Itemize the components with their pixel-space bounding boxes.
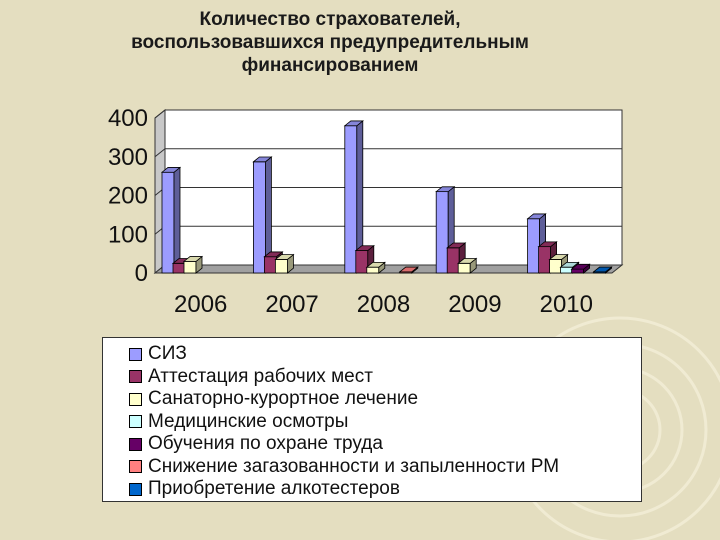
x-tick-label: 2006 xyxy=(174,291,227,318)
bar xyxy=(160,166,182,274)
bar-top xyxy=(398,266,419,273)
y-tick-label: 100 xyxy=(108,221,148,248)
bar-top xyxy=(559,261,580,268)
bar xyxy=(457,257,478,274)
gridline xyxy=(154,148,622,158)
bar-top xyxy=(274,254,295,260)
bar xyxy=(343,120,364,274)
chart-title: Количество страхователей, воспользовавши… xyxy=(60,8,600,77)
bar-front xyxy=(172,262,186,274)
bar-top xyxy=(354,245,375,251)
y-tick-label: 400 xyxy=(108,105,148,132)
bar xyxy=(365,261,386,274)
bar-front xyxy=(435,191,449,274)
y-tick-label: 300 xyxy=(108,144,148,171)
legend-label: Санаторно-курортное лечение xyxy=(148,388,419,410)
x-tick-label: 2007 xyxy=(265,291,318,318)
y-tick-label: 200 xyxy=(108,183,148,210)
bar-front xyxy=(549,259,562,274)
chart-title-line-3: финансированием xyxy=(241,55,419,76)
legend-item: Обучения по охране труда xyxy=(129,433,641,456)
legend-swatch xyxy=(129,415,142,429)
bar-top xyxy=(365,261,386,268)
legend-swatch xyxy=(129,347,142,361)
legend-label: Приобретение алкотестеров xyxy=(148,478,400,500)
gridline xyxy=(154,109,622,119)
bar xyxy=(354,244,375,274)
bar xyxy=(592,266,613,274)
bar-top xyxy=(548,254,569,260)
bar-front xyxy=(263,256,277,274)
bar-front xyxy=(571,268,584,274)
legend-swatch xyxy=(129,437,142,451)
bar-top xyxy=(457,258,478,264)
bar-front xyxy=(560,266,573,274)
legend-item: СИЗ xyxy=(129,343,641,366)
chart-title-line-1: Количество страхователей, xyxy=(199,9,461,30)
x-tick-label: 2009 xyxy=(448,291,501,318)
bar-top xyxy=(343,120,364,127)
bar-top xyxy=(592,266,613,273)
bar xyxy=(398,266,419,274)
legend-label: Аттестация рабочих мест xyxy=(148,365,373,387)
bar-front xyxy=(366,266,380,274)
legend-label: СИЗ xyxy=(148,343,187,365)
legend-label: Медицинские осмотры xyxy=(148,410,349,432)
bar xyxy=(252,156,273,274)
bar-front xyxy=(355,250,369,274)
legend-label: Снижение загазованности и запыленности Р… xyxy=(148,455,560,477)
chart-title-line-2: воспользовавшихся предупредительным xyxy=(131,32,529,53)
bar-front xyxy=(274,259,288,274)
legend-swatch xyxy=(129,392,142,406)
bar xyxy=(570,263,591,274)
x-tick-label: 2010 xyxy=(540,291,593,318)
legend-item: Санаторно-курортное лечение xyxy=(129,388,641,411)
bar-front xyxy=(161,171,175,274)
bar xyxy=(182,255,204,274)
legend-item: Аттестация рабочих мест xyxy=(129,366,641,389)
legend-item: Медицинские осмотры xyxy=(129,411,641,434)
bar-top xyxy=(446,242,467,249)
legend-swatch xyxy=(129,460,142,474)
bar-top xyxy=(570,263,591,270)
bar-chart: 0 100 200 300 400 2006 2007 2008 2009 2010 xyxy=(108,105,624,318)
bar xyxy=(274,253,295,274)
bar-top xyxy=(263,251,284,258)
bar-front xyxy=(457,262,471,274)
y-tick-label: 0 xyxy=(135,260,148,287)
bar-front xyxy=(183,260,197,274)
chart-legend: СИЗ Аттестация рабочих мест Санаторно-куро… xyxy=(102,337,642,502)
bar-top xyxy=(160,167,182,173)
legend-item: Приобретение алкотестеров xyxy=(129,478,641,501)
x-tick-label: 2008 xyxy=(357,291,410,318)
legend-swatch xyxy=(129,482,142,496)
bar-top xyxy=(435,186,456,193)
bar-top xyxy=(182,256,204,262)
bar-front xyxy=(446,247,460,274)
legend-label: Обучения по охране труда xyxy=(148,433,383,455)
bar-front xyxy=(252,161,266,274)
legend-item: Снижение загазованности и запыленности Р… xyxy=(129,456,641,479)
bar-side xyxy=(173,166,181,274)
bar-top xyxy=(537,241,558,248)
bar-top xyxy=(252,156,273,163)
bar-top xyxy=(526,213,547,220)
legend-swatch xyxy=(129,370,142,384)
bar-front xyxy=(527,218,540,274)
